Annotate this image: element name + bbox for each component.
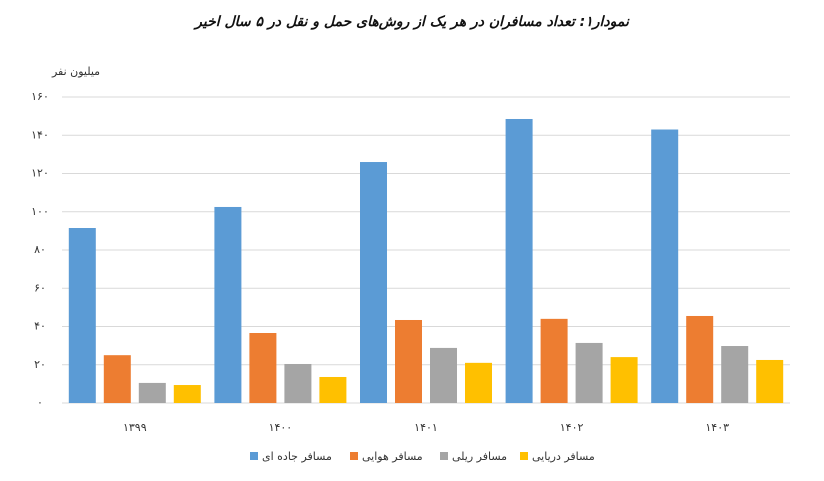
legend-swatch [440, 452, 448, 460]
bar [284, 363, 312, 403]
y-tick-label: ۱۰۰ [31, 205, 49, 218]
bar [430, 347, 457, 403]
x-tick-label: ۱۳۹۹ [123, 421, 147, 434]
legend-label: مسافر هوایی [362, 450, 423, 463]
bar [465, 362, 492, 403]
legend-label: مسافر جاده ای [262, 450, 332, 463]
legend-swatch [250, 452, 258, 460]
bar [395, 319, 422, 403]
bar [360, 162, 387, 403]
bar [575, 342, 603, 403]
y-tick-label: ۱۴۰ [31, 128, 49, 141]
legend-swatch [350, 452, 358, 460]
bar [138, 382, 166, 403]
x-tick-label: ۱۴۰۳ [705, 421, 729, 434]
x-tick-label: ۱۴۰۱ [414, 421, 438, 434]
bar [214, 206, 242, 403]
bar [173, 385, 201, 403]
bar [68, 228, 96, 403]
bar [540, 318, 568, 403]
chart-title: نمودار۱: تعداد مسافران در هر یک از روش‌ه… [193, 14, 630, 30]
y-axis-label: میلیون نفر [51, 65, 100, 78]
bar [756, 359, 784, 403]
bar [505, 118, 533, 404]
y-tick-label: ۱۶۰ [31, 90, 49, 103]
legend-swatch [520, 452, 528, 460]
bar [686, 315, 714, 403]
x-tick-label: ۱۴۰۲ [560, 421, 584, 434]
y-tick-label: ۱۲۰ [31, 167, 49, 180]
y-tick-label: ۰ [37, 396, 43, 409]
y-tick-label: ۶۰ [34, 281, 46, 294]
x-tick-label: ۱۴۰۰ [269, 421, 293, 434]
bar [103, 355, 131, 403]
legend-label: مسافر دریایی [532, 450, 595, 463]
y-tick-label: ۲۰ [34, 358, 46, 371]
bar [249, 333, 277, 403]
bar [610, 357, 638, 403]
y-tick-label: ۴۰ [34, 320, 46, 333]
bar [651, 129, 679, 403]
legend-label: مسافر ریلی [452, 450, 507, 463]
bar [721, 346, 749, 403]
y-tick-label: ۸۰ [34, 243, 46, 256]
bar [319, 376, 347, 403]
